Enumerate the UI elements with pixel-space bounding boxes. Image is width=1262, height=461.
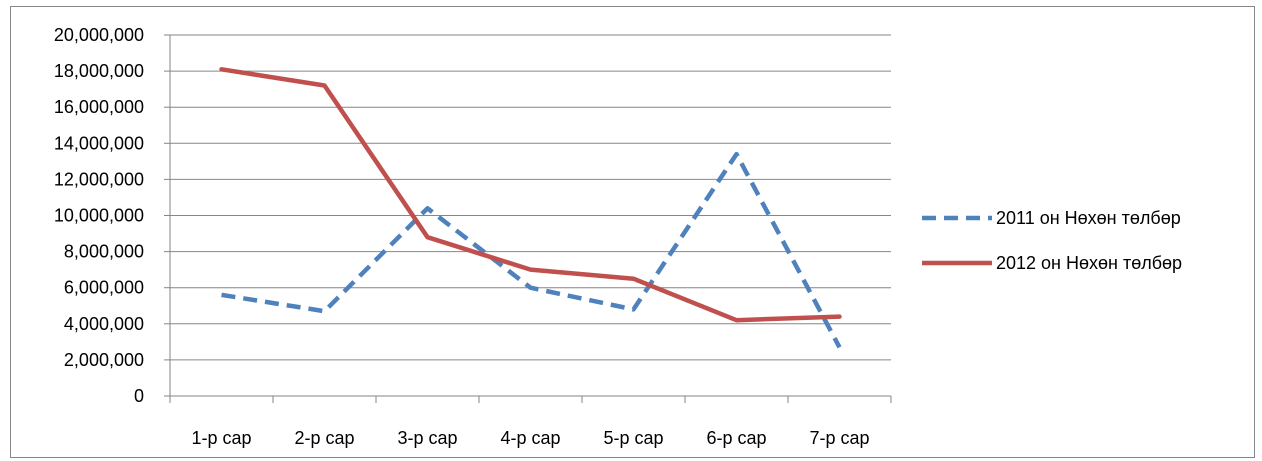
y-tick-label: 10,000,000 <box>54 206 144 226</box>
y-tick-label: 8,000,000 <box>64 242 144 262</box>
y-tick-label: 2,000,000 <box>64 350 144 370</box>
grid-lines <box>170 34 891 361</box>
legend: 2011 он Нөхөн төлбөр 2012 он Нөхөн төлбөр <box>922 208 1182 273</box>
x-tick-label: 4-р сар <box>500 428 560 448</box>
y-tick-label: 18,000,000 <box>54 61 144 81</box>
y-tick-label: 4,000,000 <box>64 314 144 334</box>
axes <box>164 34 892 403</box>
legend-label-1: 2011 он Нөхөн төлбөр <box>996 208 1181 228</box>
x-tick-label: 5-р сар <box>603 428 663 448</box>
x-tick-label: 2-р сар <box>294 428 354 448</box>
legend-label-2: 2012 он Нөхөн төлбөр <box>996 253 1182 273</box>
y-tick-label: 14,000,000 <box>54 133 144 153</box>
x-tick-label: 6-р сар <box>706 428 766 448</box>
series-lines <box>219 67 842 349</box>
y-axis-tick-labels: 0 2,000,000 4,000,000 6,000,000 8,000,000 10,… <box>54 25 144 406</box>
y-tick-label: 16,000,000 <box>54 97 144 117</box>
chart-frame <box>10 6 1255 458</box>
y-tick-label: 0 <box>134 386 144 406</box>
y-tick-label: 12,000,000 <box>54 169 144 189</box>
series-line-1 <box>221 151 842 349</box>
x-tick-label: 3-р сар <box>397 428 457 448</box>
y-tick-label: 20,000,000 <box>54 25 144 45</box>
x-axis-tick-labels: 1-р сар 2-р сар 3-р сар 4-р сар 5-р сар 6-р с… <box>191 428 869 448</box>
x-tick-label: 1-р сар <box>191 428 251 448</box>
x-tick-label: 7-р сар <box>809 428 869 448</box>
series-line-2 <box>219 67 842 323</box>
y-tick-label: 6,000,000 <box>64 278 144 298</box>
